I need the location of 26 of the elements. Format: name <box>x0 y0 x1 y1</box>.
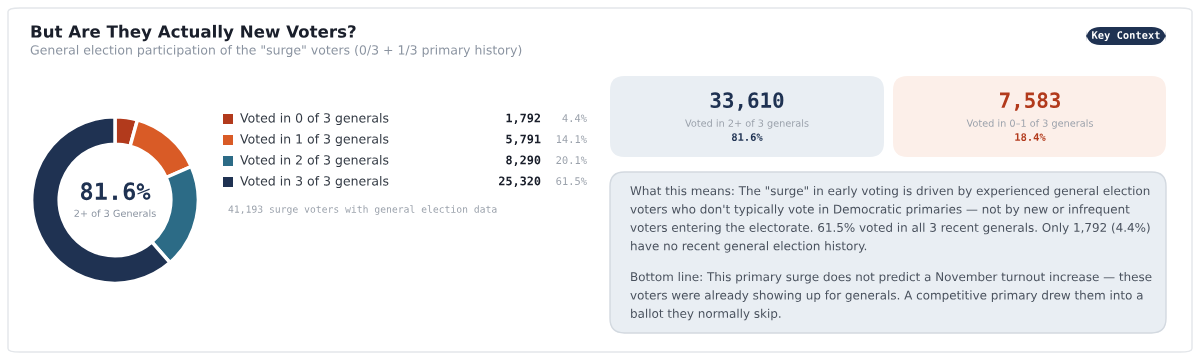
text: 18.4% <box>1015 133 1046 142</box>
data-label: 5,791 <box>506 134 541 145</box>
legend-label: Voted in 2 of 3 generals <box>240 154 389 168</box>
text: Bottom line: This primary surge does not predict a November turnout increase — these voters were already showing up for generals. A competitive primary drew them into a ballot they normally skip. <box>630 272 1152 321</box>
data-label: 25,320 <box>499 176 541 187</box>
legend-label: Voted in 1 of 3 generals <box>240 133 389 147</box>
text: 81.6% <box>731 133 763 142</box>
legend-label: Voted in 0 of 3 generals <box>240 112 389 126</box>
text: 2+ of 3 Generals <box>74 209 156 217</box>
text: Voted in 2+ of 3 generals <box>685 119 809 129</box>
text: Voted in 0–1 of 3 generals <box>966 119 1093 129</box>
text: 14.1% <box>556 135 587 143</box>
legend-label: Voted in 3 of 3 generals <box>240 175 389 189</box>
text: 81.6% <box>80 182 151 201</box>
data-label: 1,792 <box>506 113 541 124</box>
text: 4.4% <box>562 114 587 122</box>
text: 61.5% <box>556 177 587 186</box>
data-label: 8,290 <box>506 155 541 166</box>
chart-title: But Are They Actually New Voters? <box>31 24 356 42</box>
text: 41,193 surge voters with general election data <box>228 205 497 215</box>
text: 20.1% <box>556 156 587 165</box>
text: 33,610 <box>710 92 784 111</box>
text: What this means: The "surge" in early voting is driven by experienced general election voters who don't typically vote in Democratic primaries — not by new or infrequent voters entering the electorate. 61.5% voted in all 3 recent generals. Only 1,792 (4.4%) have no recent general election history. <box>630 186 1150 253</box>
chart-subtitle: General election participation of the "surge" voters (0/3 + 1/3 primary history) <box>30 44 522 58</box>
text: 7,583 <box>1000 92 1061 111</box>
text: Key Context <box>1092 31 1160 42</box>
